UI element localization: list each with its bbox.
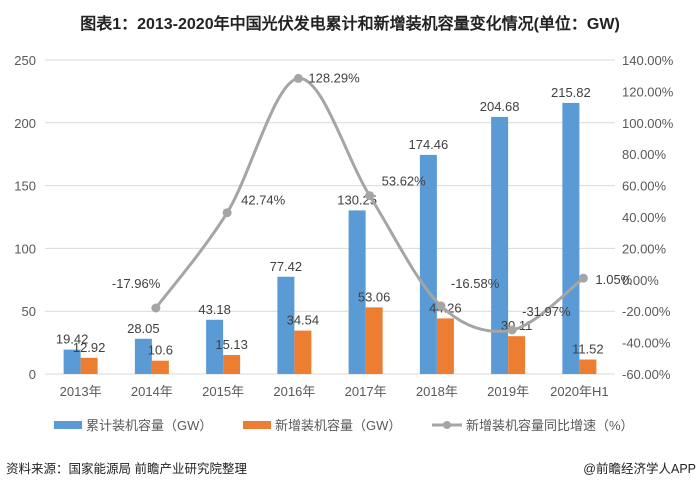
legend-label: 新增装机容量（GW） bbox=[275, 418, 401, 433]
bar-data-label: 77.42 bbox=[270, 259, 303, 274]
y-right-tick-label: 100.00% bbox=[622, 116, 674, 131]
line-data-label: -31.97% bbox=[522, 304, 571, 319]
chart-title: 图表1：2013-2020年中国光伏发电累计和新增装机容量变化情况(单位：GW) bbox=[80, 16, 620, 33]
line-data-label: -16.58% bbox=[451, 276, 500, 291]
y-right-tick-label: -40.00% bbox=[622, 336, 671, 351]
bar-new bbox=[80, 357, 98, 374]
bar-cumulative bbox=[562, 102, 580, 374]
legend-swatch-marker bbox=[443, 421, 451, 429]
bar-new bbox=[365, 307, 383, 374]
y-right-tick-label: 80.00% bbox=[622, 147, 667, 162]
bar-new bbox=[508, 336, 526, 374]
x-tick-label: 2016年 bbox=[273, 384, 315, 399]
y-right-tick-label: 140.00% bbox=[622, 53, 674, 68]
bar-data-label: 10.6 bbox=[148, 343, 173, 358]
bar-data-label: 28.05 bbox=[127, 321, 160, 336]
y-right-tick-label: 120.00% bbox=[622, 84, 674, 99]
x-tick-label: 2018年 bbox=[416, 384, 458, 399]
bar-cumulative bbox=[419, 154, 437, 374]
y-left-tick-label: 100 bbox=[14, 241, 36, 256]
y-right-tick-label: 40.00% bbox=[622, 210, 667, 225]
line-data-label: 128.29% bbox=[308, 70, 360, 85]
growth-rate-point bbox=[222, 208, 232, 218]
bar-cumulative bbox=[206, 319, 224, 374]
bar-new bbox=[579, 359, 597, 374]
line-data-label: 53.62% bbox=[382, 174, 427, 189]
x-tick-label: 2020年H1 bbox=[550, 384, 609, 399]
y-left-tick-label: 150 bbox=[14, 179, 36, 194]
brand-label: @前瞻经济学人APP bbox=[583, 462, 696, 476]
y-right-tick-label: 20.00% bbox=[622, 241, 667, 256]
bar-data-label: 43.18 bbox=[198, 302, 231, 317]
bar-cumulative bbox=[348, 210, 366, 374]
legend-swatch-cumulative bbox=[54, 421, 82, 429]
y-left-tick-label: 200 bbox=[14, 116, 36, 131]
y-right-tick-label: 60.00% bbox=[622, 179, 667, 194]
bar-data-label: 215.82 bbox=[551, 85, 591, 100]
bar-cumulative bbox=[63, 349, 81, 374]
bar-cumulative bbox=[134, 338, 152, 374]
legend-label: 新增装机容量同比增速（%） bbox=[466, 418, 634, 433]
legend-swatch-new bbox=[243, 421, 271, 429]
growth-rate-point bbox=[151, 303, 161, 313]
x-tick-label: 2014年 bbox=[131, 384, 173, 399]
bar-new bbox=[151, 360, 169, 374]
bar-data-label: 174.46 bbox=[408, 137, 448, 152]
growth-rate-point bbox=[578, 273, 588, 283]
bar-new bbox=[223, 354, 241, 374]
growth-rate-point bbox=[436, 301, 446, 311]
bar-data-label: 204.68 bbox=[480, 99, 520, 114]
y-right-tick-label: 0.00% bbox=[622, 273, 659, 288]
bar-data-label: 11.52 bbox=[572, 342, 604, 357]
line-data-label: 1.05% bbox=[595, 272, 632, 287]
x-tick-label: 2013年 bbox=[60, 384, 102, 399]
legend-label: 累计装机容量（GW） bbox=[86, 418, 212, 433]
growth-rate-point bbox=[507, 325, 517, 335]
bar-data-label: 12.92 bbox=[73, 340, 106, 355]
bar-new bbox=[436, 318, 454, 374]
y-right-tick-label: -60.00% bbox=[622, 367, 671, 382]
line-data-label: -17.96% bbox=[112, 276, 161, 291]
bar-data-label: 15.13 bbox=[215, 337, 248, 352]
y-left-tick-label: 50 bbox=[22, 304, 36, 319]
bar-new bbox=[294, 330, 312, 374]
source-note: 资料来源：国家能源局 前瞻产业研究院整理 bbox=[6, 462, 247, 476]
x-tick-label: 2019年 bbox=[487, 384, 529, 399]
growth-rate-point bbox=[293, 73, 303, 83]
growth-rate-point bbox=[365, 191, 375, 201]
bar-cumulative bbox=[277, 276, 295, 374]
bar-data-label: 34.54 bbox=[287, 313, 320, 328]
line-data-label: 42.74% bbox=[241, 193, 286, 208]
y-left-tick-label: 250 bbox=[14, 53, 36, 68]
bar-data-label: 19.42 bbox=[56, 332, 89, 347]
bar-data-label: 53.06 bbox=[358, 289, 391, 304]
x-tick-label: 2015年 bbox=[202, 384, 244, 399]
x-tick-label: 2017年 bbox=[345, 384, 387, 399]
y-right-tick-label: -20.00% bbox=[622, 304, 671, 319]
y-left-tick-label: 0 bbox=[29, 367, 36, 382]
bar-cumulative bbox=[491, 116, 509, 374]
